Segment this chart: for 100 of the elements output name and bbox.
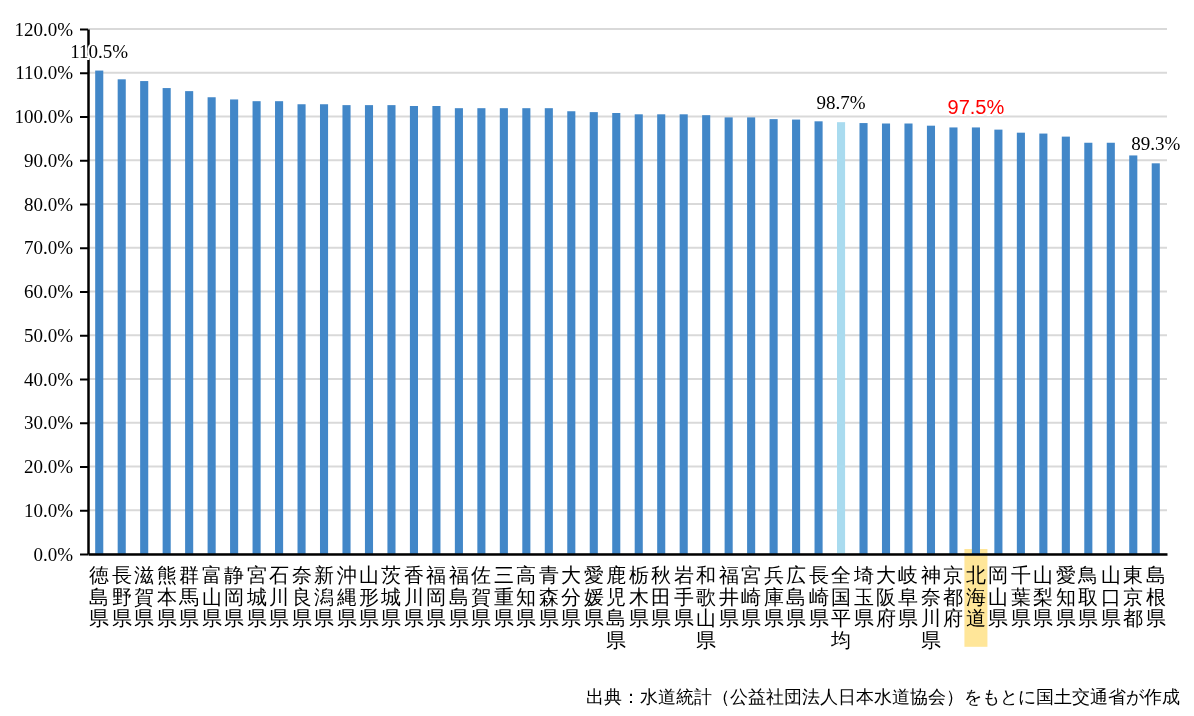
bar: [1129, 155, 1138, 554]
bar: [1039, 133, 1048, 554]
y-tick-label: 10.0%: [23, 499, 74, 521]
y-tick-label: 40.0%: [23, 368, 74, 390]
bar: [499, 108, 508, 554]
y-tick-label: 100.0%: [14, 106, 74, 128]
x-tick-label: 島根県: [1145, 563, 1166, 631]
x-tick-label: 滋賀県: [134, 563, 155, 631]
y-tick-label: 0.0%: [33, 543, 74, 565]
bar: [522, 108, 531, 554]
x-tick-label: 山梨県: [1033, 563, 1054, 631]
bar: [275, 101, 284, 554]
bar: [1016, 132, 1025, 554]
x-tick-label: 神奈川県: [920, 563, 941, 652]
x-tick-label: 広島県: [786, 563, 807, 631]
x-tick-label: 愛知県: [1055, 563, 1076, 631]
bar: [1084, 142, 1093, 554]
x-tick-label: 徳島県: [89, 563, 110, 631]
bar: [297, 104, 306, 554]
bar: [702, 115, 711, 554]
bar: [949, 127, 958, 554]
y-tick-label: 90.0%: [23, 149, 74, 171]
bar: [252, 101, 261, 554]
x-tick-label: 千葉県: [1010, 563, 1031, 631]
data-label: 98.7%: [816, 92, 866, 114]
x-tick-label: 埼玉県: [852, 563, 874, 631]
y-tick-label: 70.0%: [23, 237, 74, 259]
x-tick-label: 大分県: [561, 563, 582, 631]
annotation: 97.5%: [947, 96, 1005, 119]
x-tick-label: 福井県: [718, 563, 739, 631]
x-tick-label: 兵庫県: [763, 563, 784, 631]
x-tick-label: 京都府: [943, 563, 964, 631]
bar: [747, 117, 756, 554]
x-tick-label: 北海道: [965, 563, 986, 631]
bar: [634, 114, 643, 554]
bar: [904, 123, 913, 554]
bar: [994, 129, 1003, 554]
bar: [589, 112, 598, 554]
x-tick-label: 茨城県: [380, 563, 402, 631]
bar: [1061, 136, 1070, 554]
x-tick-label: 三重県: [493, 563, 514, 631]
x-tick-label: 沖縄県: [335, 563, 357, 631]
x-tick-label: 福島県: [448, 563, 469, 631]
x-tick-label: 高知県: [516, 563, 537, 631]
x-tick-label: 大阪府: [876, 563, 897, 631]
x-tick-label: 石川県: [269, 563, 290, 631]
bar: [679, 114, 688, 554]
x-tick-label: 香川県: [403, 563, 424, 631]
bar: [859, 123, 868, 554]
bar: [364, 105, 374, 554]
x-tick-label: 岐阜県: [898, 563, 919, 631]
x-tick-label: 新潟県: [314, 563, 335, 631]
bar: [117, 79, 126, 554]
y-tick-label: 120.0%: [14, 18, 74, 40]
bar: [792, 119, 801, 554]
bar: [140, 81, 149, 554]
x-tick-label: 熊本県: [156, 563, 177, 631]
x-tick-label: 全国平均: [830, 563, 852, 652]
source-note: 出典：水道統計（公益社団法人日本水道協会）をもとに国土交通省が作成: [586, 686, 1180, 707]
y-tick-label: 20.0%: [23, 456, 74, 478]
x-tick-label: 秋田県: [651, 563, 672, 631]
bar: [926, 125, 936, 554]
bar: [387, 105, 396, 554]
x-tick-label: 東京都: [1123, 563, 1144, 631]
bar: [432, 106, 441, 554]
y-tick-label: 110.0%: [15, 62, 74, 84]
bar: [837, 122, 846, 554]
bar: [1106, 142, 1115, 554]
x-tick-label: 岩手県: [673, 563, 694, 631]
y-tick-label: 50.0%: [23, 324, 74, 346]
x-tick-label: 宮城県: [245, 563, 267, 631]
x-tick-label: 鹿児島県: [606, 563, 627, 652]
bar: [814, 121, 823, 554]
x-tick-label: 和歌山県: [696, 563, 717, 652]
bar: [567, 111, 576, 554]
x-tick-label: 青森県: [538, 563, 559, 631]
x-tick-label: 山形県: [358, 563, 379, 631]
x-tick-label: 静岡県: [224, 563, 245, 631]
x-tick-label: 愛媛県: [583, 563, 604, 631]
bar: [1151, 163, 1160, 554]
x-tick-label: 宮崎県: [741, 563, 762, 631]
bar: [95, 70, 104, 554]
x-tick-label: 佐賀県: [471, 563, 492, 631]
x-tick-label: 山口県: [1100, 563, 1121, 631]
bar: [230, 99, 239, 554]
x-tick-label: 福岡県: [426, 563, 447, 631]
bar: [409, 106, 418, 554]
bar: [477, 108, 486, 554]
bar: [612, 113, 621, 554]
bar: [319, 104, 329, 554]
x-tick-label: 富山県: [201, 563, 222, 631]
y-tick-label: 30.0%: [23, 412, 74, 434]
x-tick-label: 奈良県: [291, 563, 312, 631]
x-tick-label: 長野県: [111, 563, 132, 631]
bar: [724, 117, 733, 554]
x-tick-label: 長崎県: [808, 563, 829, 631]
bar: [881, 123, 891, 554]
x-tick-label: 岡山県: [988, 563, 1009, 631]
bar: [162, 88, 171, 554]
y-tick-label: 60.0%: [23, 281, 74, 303]
